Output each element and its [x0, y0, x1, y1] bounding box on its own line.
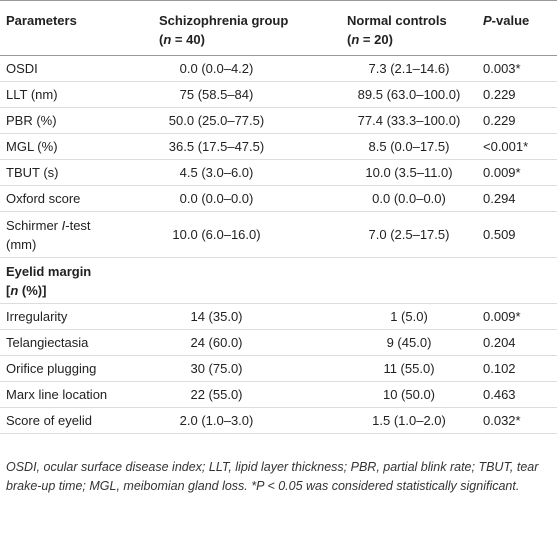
row-label: Orifice plugging: [0, 355, 155, 382]
table-row: Marx line location 22 (55.0) 10 (50.0) 0.46…: [0, 381, 557, 408]
table-cell: 9 (45.0): [330, 329, 478, 356]
text-run: (mm): [6, 236, 37, 252]
table-cell: <0.001*: [478, 133, 557, 160]
table-cell: 10.0 (3.5–11.0): [330, 159, 478, 186]
table-cell: 0.204: [478, 329, 557, 356]
table-cell: [155, 257, 330, 304]
table-row: TBUT (s) 4.5 (3.0–6.0) 10.0 (3.5–11.0) 0.00…: [0, 159, 557, 186]
text-run: -test: [65, 217, 91, 233]
text-run: Parameters: [6, 13, 77, 28]
table-cell: 36.5 (17.5–47.5): [155, 133, 330, 160]
table-cell: 7.3 (2.1–14.6): [330, 55, 478, 82]
row-label: Telangiectasia: [0, 329, 155, 356]
row-label: OSDI: [0, 55, 155, 82]
table-row: LLT (nm) 75 (58.5–84) 89.5 (63.0–100.0) 0.2…: [0, 81, 557, 108]
table-cell: 0.0 (0.0–4.2): [155, 55, 330, 82]
text-run: -value: [491, 13, 530, 28]
table-cell: 14 (35.0): [155, 303, 330, 330]
table-row: PBR (%) 50.0 (25.0–77.5) 77.4 (33.3–100.0)…: [0, 107, 557, 134]
table-cell: 0.0 (0.0–0.0): [155, 185, 330, 212]
text-run: n: [163, 32, 172, 47]
table-cell: 0.102: [478, 355, 557, 382]
table-cell: 0.032*: [478, 407, 557, 434]
table-cell: 50.0 (25.0–77.5): [155, 107, 330, 134]
column-header: Normal controls (n = 20): [330, 0, 478, 56]
data-table: Parameters Schizophrenia group (n = 40) Nor…: [0, 0, 557, 434]
text-run: Schizophrenia group: [159, 13, 289, 28]
text-run: Normal controls: [347, 13, 447, 28]
table-cell: 8.5 (0.0–17.5): [330, 133, 478, 160]
row-label: TBUT (s): [0, 159, 155, 186]
text-run: n: [10, 282, 19, 298]
text-run: n: [351, 32, 360, 47]
row-label: Eyelid margin [n (%)]: [0, 257, 155, 304]
table-cell: 10.0 (6.0–16.0): [155, 211, 330, 258]
table-cell: 0.294: [478, 185, 557, 212]
table-cell: 7.0 (2.5–17.5): [330, 211, 478, 258]
table-row: Irregularity 14 (35.0) 1 (5.0) 0.009*: [0, 303, 557, 330]
table-cell: 75 (58.5–84): [155, 81, 330, 108]
table-cell: 0.009*: [478, 159, 557, 186]
table-cell: 0.0 (0.0–0.0): [330, 185, 478, 212]
table-row: Orifice plugging 30 (75.0) 11 (55.0) 0.102: [0, 355, 557, 382]
table-cell: 10 (50.0): [330, 381, 478, 408]
table-cell: 0.009*: [478, 303, 557, 330]
row-label: Schirmer I-test (mm): [0, 211, 155, 258]
table-cell: 0.509: [478, 211, 557, 258]
table-cell: 0.003*: [478, 55, 557, 82]
row-label: Oxford score: [0, 185, 155, 212]
text-run: (: [347, 32, 352, 47]
table-cell: 89.5 (63.0–100.0): [330, 81, 478, 108]
table-cell: [478, 257, 557, 304]
row-label: PBR (%): [0, 107, 155, 134]
text-run: Eyelid margin: [6, 263, 92, 279]
row-label: MGL (%): [0, 133, 155, 160]
row-label: Marx line location: [0, 381, 155, 408]
table-cell: 4.5 (3.0–6.0): [155, 159, 330, 186]
table-body: OSDI 0.0 (0.0–4.2) 7.3 (2.1–14.6) 0.003* LLT…: [0, 55, 557, 434]
table-row: Score of eyelid 2.0 (1.0–3.0) 1.5 (1.0–2.0…: [0, 407, 557, 434]
table-cell: 1 (5.0): [330, 303, 478, 330]
row-label: Score of eyelid: [0, 407, 155, 434]
text-run: = 20): [359, 32, 393, 47]
table-cell: 2.0 (1.0–3.0): [155, 407, 330, 434]
table-row: OSDI 0.0 (0.0–4.2) 7.3 (2.1–14.6) 0.003*: [0, 55, 557, 82]
column-header: Parameters: [0, 0, 155, 56]
table-row: Schirmer I-test (mm) 10.0 (6.0–16.0) 7.0 (2…: [0, 211, 557, 258]
table-cell: 77.4 (33.3–100.0): [330, 107, 478, 134]
table-row: Telangiectasia 24 (60.0) 9 (45.0) 0.204: [0, 329, 557, 356]
table-row: Eyelid margin [n (%)]: [0, 257, 557, 304]
table-cell: 30 (75.0): [155, 355, 330, 382]
table-cell: [330, 257, 478, 304]
text-run: Schirmer: [6, 217, 62, 233]
table-cell: 0.229: [478, 107, 557, 134]
text-run: (: [159, 32, 164, 47]
table-cell: 22 (55.0): [155, 381, 330, 408]
table-row: Oxford score 0.0 (0.0–0.0) 0.0 (0.0–0.0) 0.…: [0, 185, 557, 212]
table-cell: 11 (55.0): [330, 355, 478, 382]
column-header: Schizophrenia group (n = 40): [155, 0, 330, 56]
table-cell: 0.463: [478, 381, 557, 408]
text-run: = 40): [171, 32, 205, 47]
text-run: [: [6, 282, 11, 298]
row-label: Irregularity: [0, 303, 155, 330]
header-row: Parameters Schizophrenia group (n = 40) Nor…: [0, 0, 557, 56]
text-run: I: [61, 217, 66, 233]
footnote: OSDI, ocular surface disease index; LLT,…: [6, 460, 539, 493]
table-cell: 1.5 (1.0–2.0): [330, 407, 478, 434]
text-run: P: [483, 13, 492, 28]
column-header: P-value: [478, 0, 557, 56]
text-run: (%)]: [18, 282, 47, 298]
table-cell: 0.229: [478, 81, 557, 108]
table-cell: 24 (60.0): [155, 329, 330, 356]
table-row: MGL (%) 36.5 (17.5–47.5) 8.5 (0.0–17.5) <0.…: [0, 133, 557, 160]
row-label: LLT (nm): [0, 81, 155, 108]
